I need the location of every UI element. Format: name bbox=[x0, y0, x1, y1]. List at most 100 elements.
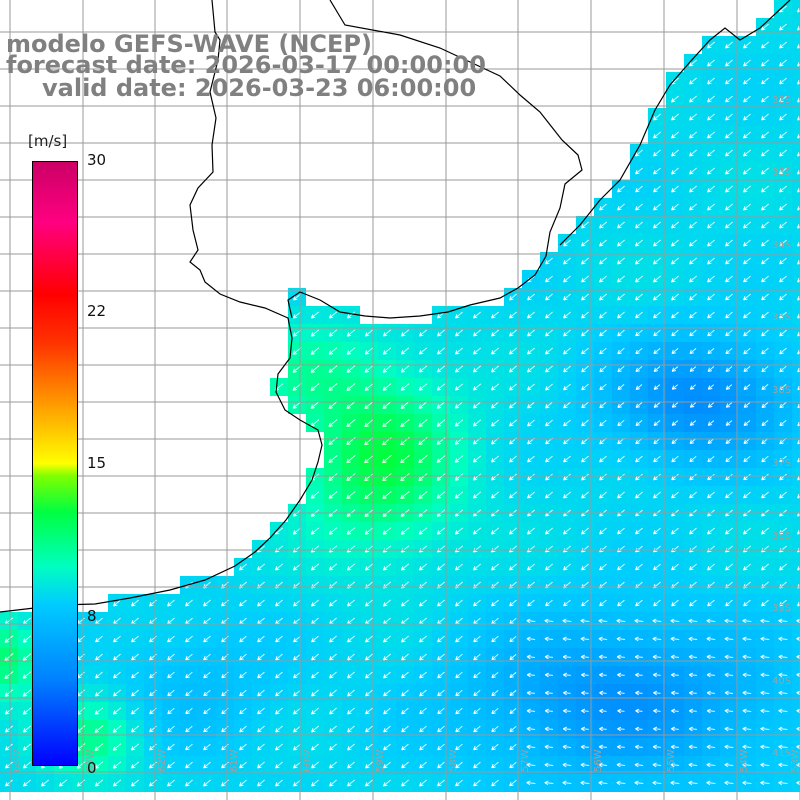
wind-arrow bbox=[797, 332, 800, 337]
wind-arrow bbox=[22, 653, 32, 661]
wind-arrow bbox=[706, 636, 716, 642]
wind-cell bbox=[792, 594, 800, 612]
wind-arrow bbox=[131, 671, 139, 679]
wind-arrow bbox=[742, 185, 751, 193]
wind-arrow bbox=[491, 743, 499, 751]
wind-arrow bbox=[707, 599, 715, 607]
wind-arrow bbox=[347, 725, 355, 733]
wind-arrow bbox=[652, 239, 661, 247]
wind-arrow bbox=[4, 653, 14, 662]
wind-arrow bbox=[796, 134, 800, 139]
wind-arrow bbox=[599, 563, 607, 571]
wind-arrow bbox=[257, 653, 265, 661]
wind-arrow bbox=[761, 365, 769, 373]
wind-arrow bbox=[635, 599, 643, 607]
wind-arrow bbox=[617, 672, 625, 678]
wind-arrow bbox=[779, 491, 787, 499]
wind-arrow bbox=[526, 654, 536, 660]
wind-arrow bbox=[635, 366, 643, 373]
wind-arrow bbox=[473, 689, 481, 697]
wind-arrow bbox=[581, 455, 589, 463]
wind-arrow bbox=[724, 654, 734, 660]
wind-arrow bbox=[778, 654, 788, 660]
wind-arrow bbox=[617, 726, 625, 732]
wind-arrow bbox=[365, 743, 373, 751]
wind-arrow bbox=[545, 275, 553, 283]
wind-arrow bbox=[779, 455, 787, 463]
wind-arrow bbox=[328, 743, 337, 751]
wind-arrow bbox=[490, 455, 499, 463]
wind-arrow bbox=[292, 743, 301, 751]
wind-arrow bbox=[526, 311, 535, 319]
wind-arrow bbox=[310, 761, 319, 769]
wind-arrow bbox=[760, 744, 770, 750]
longitude-label: 54W bbox=[739, 749, 750, 772]
wind-arrow bbox=[22, 779, 31, 787]
wind-arrow bbox=[634, 654, 643, 660]
wind-arrow bbox=[563, 239, 571, 247]
wind-arrow bbox=[599, 527, 607, 535]
wind-arrow bbox=[670, 95, 679, 103]
wind-arrow bbox=[473, 761, 481, 769]
wind-arrow bbox=[653, 329, 661, 337]
wind-arrow bbox=[760, 563, 769, 571]
wind-arrow bbox=[490, 401, 499, 409]
wind-cell bbox=[792, 468, 800, 486]
wind-arrow bbox=[653, 149, 661, 157]
wind-arrow bbox=[779, 293, 787, 301]
wind-arrow bbox=[257, 725, 265, 733]
wind-arrow bbox=[599, 672, 607, 678]
wind-arrow bbox=[545, 293, 553, 301]
wind-arrow bbox=[346, 383, 356, 391]
wind-arrow bbox=[508, 527, 517, 535]
wind-arrow bbox=[743, 420, 751, 426]
wind-arrow bbox=[580, 275, 589, 283]
wind-arrow bbox=[743, 257, 751, 265]
wind-arrow bbox=[365, 671, 373, 679]
wind-arrow bbox=[526, 762, 536, 768]
wind-arrow bbox=[797, 116, 800, 121]
wind-arrow bbox=[706, 167, 715, 175]
wind-arrow bbox=[239, 635, 247, 643]
wind-arrow bbox=[796, 530, 800, 535]
wind-arrow bbox=[652, 672, 661, 678]
wind-cell bbox=[792, 414, 800, 432]
wind-arrow bbox=[22, 689, 32, 697]
wind-arrow bbox=[725, 77, 733, 85]
wind-cell bbox=[792, 720, 800, 738]
wind-arrow bbox=[418, 563, 427, 571]
wind-arrow bbox=[455, 761, 463, 769]
wind-arrow bbox=[400, 329, 409, 337]
wind-arrow bbox=[382, 329, 391, 337]
wind-arrow bbox=[509, 672, 517, 679]
wind-arrow bbox=[167, 743, 175, 751]
wind-arrow bbox=[22, 743, 31, 751]
wind-arrow bbox=[365, 707, 373, 715]
wind-arrow bbox=[112, 689, 121, 697]
wind-arrow bbox=[401, 689, 409, 697]
wind-arrow bbox=[419, 653, 427, 661]
wind-arrow bbox=[473, 599, 481, 607]
wind-arrow bbox=[706, 618, 716, 624]
wind-arrow bbox=[617, 473, 625, 481]
wind-arrow bbox=[688, 239, 697, 247]
wind-arrow bbox=[167, 599, 175, 607]
wind-arrow bbox=[617, 347, 625, 355]
wind-arrow bbox=[437, 635, 445, 643]
wind-arrow bbox=[400, 563, 409, 571]
wind-arrow bbox=[635, 329, 643, 337]
wind-arrow bbox=[743, 113, 751, 121]
wind-arrow bbox=[455, 635, 463, 643]
wind-arrow bbox=[724, 131, 733, 139]
wind-arrow bbox=[310, 599, 319, 607]
wind-arrow bbox=[742, 744, 752, 750]
wind-arrow bbox=[742, 618, 752, 624]
wind-arrow bbox=[436, 599, 445, 607]
wind-arrow bbox=[760, 690, 770, 696]
wind-arrow bbox=[329, 779, 337, 787]
wind-arrow bbox=[580, 780, 590, 786]
wind-arrow bbox=[706, 780, 716, 786]
wind-arrow bbox=[491, 725, 499, 733]
wind-arrow bbox=[436, 401, 446, 409]
wind-arrow bbox=[742, 203, 751, 211]
